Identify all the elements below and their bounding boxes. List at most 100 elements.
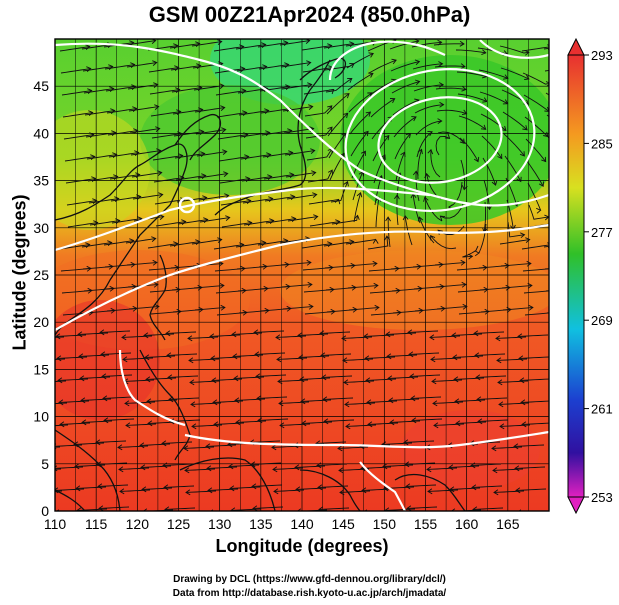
streamline (163, 485, 195, 488)
streamline (281, 284, 312, 288)
streamline-arrowhead (470, 462, 476, 469)
streamline-arrowhead (154, 303, 160, 310)
streamline (140, 465, 172, 468)
streamline (338, 468, 370, 471)
streamline (239, 132, 270, 138)
streamline (403, 440, 435, 443)
streamline-arrowhead (432, 400, 438, 407)
streamline-arrowhead (252, 505, 258, 511)
streamline-arrowhead (411, 417, 417, 424)
streamline (477, 419, 509, 422)
streamline (249, 440, 281, 443)
colorbar-top-arrow (567, 37, 585, 56)
streamline (236, 66, 267, 72)
streamline-arrowhead (159, 214, 165, 220)
streamline (67, 222, 98, 228)
streamline-arrowhead (491, 445, 497, 452)
streamline-arrowhead (427, 130, 433, 137)
streamline (430, 149, 441, 178)
streamline-arrowhead (522, 125, 528, 131)
streamline-arrowhead (103, 417, 109, 424)
streamline-arrowhead (414, 79, 421, 86)
streamline (479, 91, 508, 105)
streamline (257, 42, 288, 48)
colorbar-label: 269 (591, 313, 613, 328)
streamline (234, 398, 266, 401)
streamline-arrowhead (545, 81, 549, 87)
streamline-arrowhead (308, 303, 314, 310)
streamline-arrowhead (492, 467, 498, 474)
streamline-arrowhead (213, 421, 219, 428)
streamline (351, 150, 366, 179)
streamline (434, 262, 465, 266)
streamline (451, 333, 483, 336)
streamline (260, 108, 291, 114)
streamline-arrowhead (34, 336, 38, 341)
streamline (499, 424, 531, 427)
streamline (56, 356, 88, 359)
streamline-arrowhead (121, 334, 127, 341)
streamline (64, 156, 95, 162)
streamline (455, 421, 487, 424)
y-tick-label: 10 (33, 409, 49, 425)
streamline-arrowhead (313, 214, 319, 220)
streamline (229, 486, 261, 489)
streamline (323, 419, 355, 422)
streamline-arrowhead (99, 329, 105, 336)
streamline (253, 330, 285, 333)
streamline-arrowhead (555, 221, 559, 226)
streamline (497, 380, 529, 383)
streamline (470, 463, 502, 466)
streamline (347, 73, 374, 91)
x-tick-label: 145 (331, 516, 355, 532)
streamline-arrowhead (296, 508, 302, 511)
streamline-arrowhead (232, 353, 238, 360)
streamline-arrowhead (209, 333, 215, 340)
streamline-arrowhead (154, 104, 160, 110)
streamline-arrowhead (294, 464, 300, 471)
streamline (271, 445, 303, 448)
streamline (230, 508, 262, 511)
streamline (499, 45, 529, 54)
streamline-arrowhead (295, 486, 301, 493)
streamline (273, 489, 305, 492)
streamline-arrowhead (520, 399, 526, 406)
streamline (102, 396, 134, 399)
x-tick-label: 120 (126, 516, 150, 532)
streamline (86, 154, 117, 160)
streamline-arrowhead (311, 170, 317, 176)
streamline-arrowhead (380, 154, 386, 160)
streamline (501, 285, 532, 289)
streamline-arrowhead (388, 397, 394, 404)
streamline (299, 377, 331, 380)
streamline (346, 53, 374, 69)
streamline (411, 418, 443, 421)
streamline-arrowhead (307, 82, 313, 88)
streamline-arrowhead (387, 375, 393, 382)
streamline-arrowhead (167, 374, 173, 381)
streamline-arrowhead (429, 334, 435, 341)
streamline-arrowhead (409, 373, 415, 380)
streamline-arrowhead (231, 331, 237, 338)
y-axis-label: Latitude (degrees) (9, 194, 30, 351)
streamline (482, 157, 497, 186)
streamline-arrowhead (224, 193, 230, 199)
streamline (275, 512, 305, 514)
streamline-arrowhead (476, 396, 482, 403)
streamline-arrowhead (56, 355, 62, 362)
contour-closed-marker (178, 196, 196, 214)
streamline-arrowhead (327, 126, 333, 132)
streamline (502, 111, 528, 131)
streamline (123, 379, 155, 382)
streamline (435, 87, 466, 90)
streamline-arrowhead (147, 420, 153, 427)
streamline (475, 375, 507, 378)
streamline (191, 239, 222, 245)
streamline (169, 43, 200, 49)
streamline (363, 334, 395, 337)
streamline (431, 379, 463, 382)
streamline (415, 120, 442, 136)
x-tick-label: 110 (44, 516, 67, 532)
streamline-arrowhead (344, 93, 350, 99)
streamline (350, 131, 369, 157)
